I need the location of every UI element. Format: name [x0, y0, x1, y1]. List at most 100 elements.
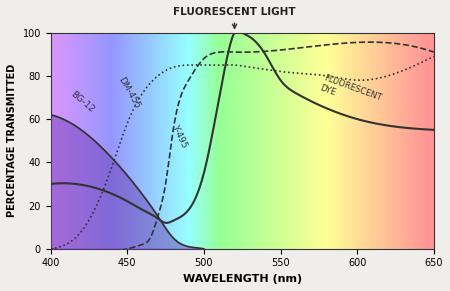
Bar: [120, 33, 121, 249]
Bar: [184, 33, 185, 249]
Bar: [356, 33, 357, 249]
Bar: [353, 33, 354, 249]
Bar: [70, 33, 71, 249]
Bar: [170, 33, 171, 249]
Bar: [332, 33, 333, 249]
Bar: [302, 33, 303, 249]
Bar: [67, 33, 68, 249]
Bar: [151, 33, 152, 249]
Bar: [212, 33, 213, 249]
Bar: [136, 33, 137, 249]
Bar: [399, 33, 400, 249]
Bar: [424, 33, 425, 249]
Bar: [352, 33, 353, 249]
Bar: [265, 33, 266, 249]
Bar: [57, 33, 58, 249]
Bar: [162, 33, 163, 249]
Bar: [190, 33, 191, 249]
Bar: [346, 33, 347, 249]
Bar: [149, 33, 150, 249]
Bar: [420, 33, 421, 249]
Bar: [336, 33, 337, 249]
Bar: [361, 33, 362, 249]
Bar: [401, 33, 402, 249]
Y-axis label: PERCENTAGE TRANSMITTED: PERCENTAGE TRANSMITTED: [7, 64, 17, 217]
Bar: [396, 33, 397, 249]
Bar: [164, 33, 165, 249]
Bar: [248, 33, 249, 249]
Bar: [206, 33, 207, 249]
Bar: [62, 33, 63, 249]
Bar: [201, 33, 202, 249]
Bar: [83, 33, 84, 249]
Bar: [199, 33, 200, 249]
Bar: [156, 33, 157, 249]
Bar: [109, 33, 110, 249]
Bar: [194, 33, 195, 249]
Bar: [140, 33, 141, 249]
Bar: [100, 33, 101, 249]
Bar: [295, 33, 296, 249]
Bar: [272, 33, 273, 249]
Bar: [191, 33, 192, 249]
Bar: [185, 33, 186, 249]
Bar: [60, 33, 61, 249]
Bar: [193, 33, 194, 249]
Bar: [59, 33, 60, 249]
Bar: [408, 33, 409, 249]
Bar: [308, 33, 309, 249]
Bar: [303, 33, 304, 249]
Bar: [345, 33, 346, 249]
Bar: [168, 33, 169, 249]
Bar: [320, 33, 321, 249]
Bar: [227, 33, 228, 249]
Bar: [144, 33, 145, 249]
Bar: [358, 33, 359, 249]
Bar: [316, 33, 317, 249]
Bar: [348, 33, 349, 249]
Bar: [208, 33, 209, 249]
Bar: [432, 33, 433, 249]
Bar: [371, 33, 372, 249]
Bar: [267, 33, 268, 249]
Bar: [416, 33, 417, 249]
Bar: [300, 33, 301, 249]
Bar: [113, 33, 114, 249]
Bar: [155, 33, 156, 249]
Bar: [402, 33, 403, 249]
Bar: [179, 33, 180, 249]
Bar: [262, 33, 263, 249]
Bar: [131, 33, 132, 249]
Bar: [317, 33, 318, 249]
Bar: [289, 33, 290, 249]
Bar: [202, 33, 203, 249]
Bar: [384, 33, 385, 249]
Bar: [264, 33, 265, 249]
Bar: [53, 33, 54, 249]
Bar: [387, 33, 388, 249]
Bar: [411, 33, 412, 249]
Bar: [65, 33, 66, 249]
Bar: [360, 33, 361, 249]
Bar: [342, 33, 343, 249]
Bar: [167, 33, 168, 249]
Bar: [198, 33, 199, 249]
Bar: [126, 33, 127, 249]
Bar: [366, 33, 367, 249]
Bar: [85, 33, 86, 249]
Bar: [404, 33, 405, 249]
Bar: [344, 33, 345, 249]
Bar: [186, 33, 187, 249]
Bar: [383, 33, 384, 249]
Bar: [122, 33, 123, 249]
Bar: [130, 33, 131, 249]
Bar: [261, 33, 262, 249]
Bar: [412, 33, 413, 249]
Bar: [218, 33, 219, 249]
Bar: [321, 33, 322, 249]
Bar: [183, 33, 184, 249]
Bar: [418, 33, 419, 249]
Bar: [254, 33, 255, 249]
Bar: [292, 33, 293, 249]
Bar: [154, 33, 155, 249]
